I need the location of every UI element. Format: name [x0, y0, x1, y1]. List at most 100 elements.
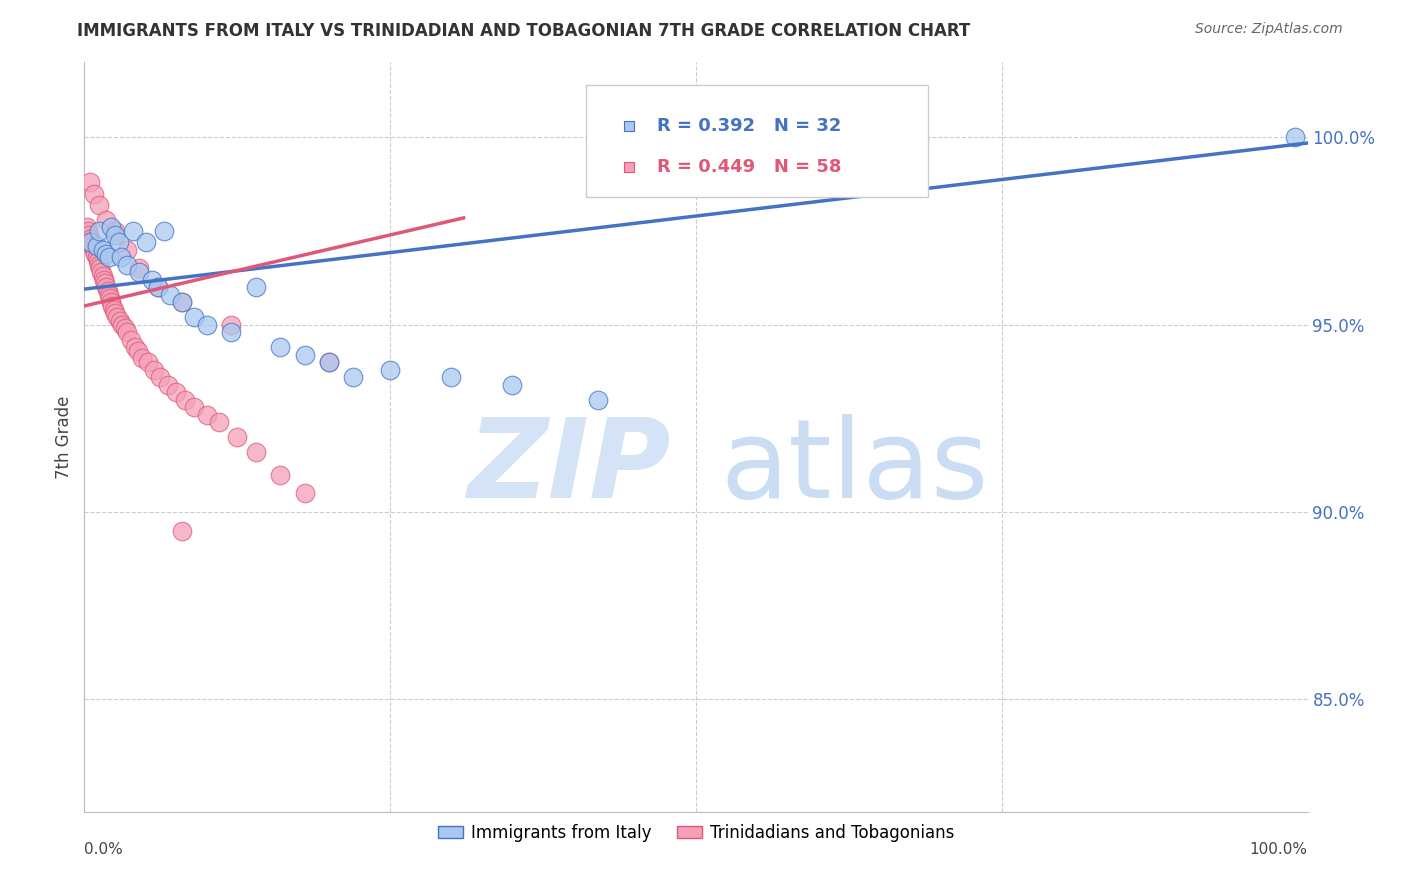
Point	[110, 250, 132, 264]
Point	[1284, 130, 1306, 145]
Point	[294, 486, 316, 500]
Point	[135, 235, 157, 250]
Point	[86, 239, 108, 253]
Point	[111, 318, 134, 332]
Point	[115, 325, 138, 339]
Point	[83, 243, 105, 257]
Point	[97, 287, 120, 301]
Point	[143, 362, 166, 376]
Point	[97, 250, 120, 264]
Text: R = 0.392   N = 32: R = 0.392 N = 32	[657, 117, 841, 135]
Point	[245, 445, 267, 459]
Text: atlas: atlas	[720, 414, 988, 521]
Point	[108, 314, 131, 328]
Point	[146, 280, 169, 294]
Point	[79, 235, 101, 250]
Text: 100.0%: 100.0%	[1250, 842, 1308, 856]
Point	[195, 318, 218, 332]
Point	[101, 299, 124, 313]
Point	[79, 175, 101, 189]
Point	[87, 224, 110, 238]
Point	[617, 655, 640, 669]
Point	[294, 348, 316, 362]
Point	[100, 295, 122, 310]
Point	[208, 415, 231, 429]
Point	[100, 220, 122, 235]
Point	[617, 449, 640, 463]
Y-axis label: 7th Grade: 7th Grade	[55, 395, 73, 479]
Point	[156, 377, 179, 392]
Point	[115, 243, 138, 257]
Point	[93, 273, 115, 287]
Point	[107, 235, 129, 250]
Point	[96, 280, 118, 294]
Point	[80, 235, 103, 250]
Point	[104, 227, 127, 242]
Point	[82, 239, 104, 253]
Point	[114, 321, 136, 335]
Point	[172, 295, 194, 310]
Point	[172, 524, 194, 538]
Point	[440, 370, 463, 384]
Text: 0.0%: 0.0%	[84, 842, 124, 856]
Point	[165, 385, 187, 400]
Legend: Immigrants from Italy, Trinidadians and Tobagonians: Immigrants from Italy, Trinidadians and …	[432, 817, 960, 848]
Text: R = 0.449   N = 58: R = 0.449 N = 58	[657, 159, 841, 177]
Point	[87, 258, 110, 272]
Point	[127, 343, 149, 358]
Point	[105, 310, 128, 325]
Point	[83, 186, 105, 201]
Point	[172, 295, 194, 310]
Text: Source: ZipAtlas.com: Source: ZipAtlas.com	[1195, 22, 1343, 37]
Point	[245, 280, 267, 294]
Point	[269, 340, 291, 354]
Point	[89, 261, 111, 276]
Point	[342, 370, 364, 384]
Point	[104, 306, 127, 320]
Point	[84, 246, 107, 260]
Point	[219, 325, 242, 339]
Text: ZIP: ZIP	[468, 414, 672, 521]
Point	[97, 284, 120, 298]
Point	[98, 292, 121, 306]
Point	[79, 231, 101, 245]
Point	[183, 310, 205, 325]
Point	[131, 351, 153, 366]
Point	[76, 220, 98, 235]
FancyBboxPatch shape	[586, 85, 928, 197]
Point	[86, 250, 108, 264]
Point	[183, 400, 205, 414]
Point	[128, 265, 150, 279]
Point	[318, 355, 340, 369]
Point	[318, 355, 340, 369]
Point	[124, 340, 146, 354]
Point	[195, 408, 218, 422]
Point	[87, 254, 110, 268]
Point	[159, 287, 181, 301]
Point	[122, 224, 145, 238]
Point	[219, 318, 242, 332]
Point	[586, 392, 609, 407]
Point	[104, 224, 127, 238]
Point	[146, 280, 169, 294]
Point	[380, 362, 402, 376]
Point	[94, 277, 117, 291]
Point	[128, 261, 150, 276]
Point	[269, 467, 291, 482]
Point	[115, 258, 138, 272]
Point	[502, 377, 524, 392]
Point	[149, 370, 172, 384]
Point	[141, 273, 163, 287]
Point	[87, 198, 110, 212]
Point	[77, 227, 100, 242]
Point	[91, 268, 114, 283]
Point	[153, 224, 176, 238]
Point	[226, 430, 249, 444]
Point	[173, 392, 195, 407]
Point	[96, 246, 118, 260]
Point	[103, 302, 125, 317]
Point	[77, 224, 100, 238]
Point	[96, 212, 118, 227]
Text: IMMIGRANTS FROM ITALY VS TRINIDADIAN AND TOBAGONIAN 7TH GRADE CORRELATION CHART: IMMIGRANTS FROM ITALY VS TRINIDADIAN AND…	[77, 22, 970, 40]
Point	[120, 333, 142, 347]
